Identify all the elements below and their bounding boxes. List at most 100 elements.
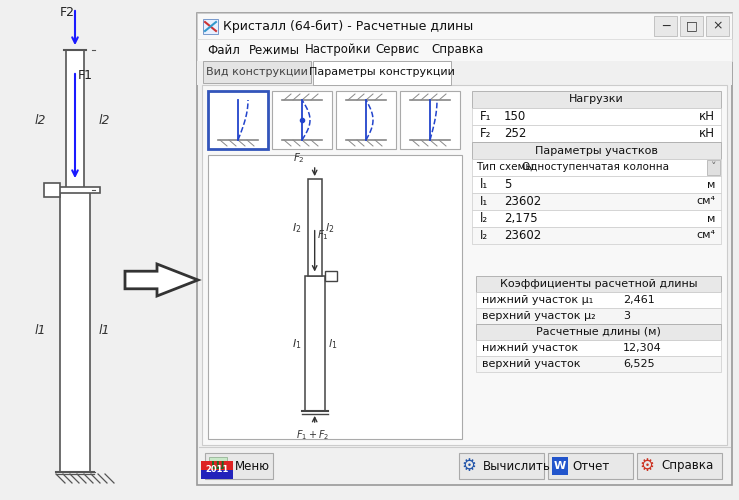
Bar — [472, 159, 721, 176]
Text: I₁: I₁ — [480, 195, 488, 208]
Text: ×: × — [712, 20, 723, 32]
Bar — [50, 187, 100, 193]
Bar — [208, 91, 268, 149]
Text: $F_2$: $F_2$ — [293, 151, 304, 165]
Text: нижний участок μ₁: нижний участок μ₁ — [482, 295, 593, 305]
Text: 6,525: 6,525 — [623, 359, 655, 369]
Bar — [208, 155, 462, 439]
Bar — [476, 340, 721, 356]
Bar — [476, 276, 721, 292]
Text: Справка: Справка — [661, 460, 713, 472]
Text: F₁: F₁ — [480, 110, 491, 123]
Bar — [654, 16, 677, 36]
Bar — [400, 91, 460, 149]
Bar — [707, 160, 720, 175]
Text: м: м — [706, 180, 715, 190]
Polygon shape — [125, 264, 198, 296]
Text: F1: F1 — [78, 69, 93, 82]
Bar — [205, 453, 273, 479]
Text: I₂: I₂ — [480, 229, 488, 242]
Text: l₁: l₁ — [480, 178, 488, 191]
Text: $F_1+F_2$: $F_1+F_2$ — [296, 428, 330, 442]
Text: Сервис: Сервис — [375, 44, 419, 57]
Text: 150: 150 — [504, 110, 526, 123]
Bar — [313, 61, 451, 85]
Bar — [197, 61, 732, 85]
Bar — [459, 453, 544, 479]
Bar — [472, 125, 721, 142]
Text: 5: 5 — [504, 178, 511, 191]
Text: Справка: Справка — [431, 44, 483, 57]
Text: ⚙: ⚙ — [639, 457, 655, 475]
Bar — [272, 91, 332, 149]
Text: $I_2$: $I_2$ — [292, 221, 302, 234]
Text: Нагрузки: Нагрузки — [569, 94, 624, 104]
Text: Кристалл (64-бит) - Расчетные длины: Кристалл (64-бит) - Расчетные длины — [223, 20, 473, 32]
Text: Параметры участков: Параметры участков — [535, 146, 658, 156]
Bar — [472, 176, 721, 193]
Text: $I_1$: $I_1$ — [292, 337, 302, 350]
Text: F2: F2 — [60, 6, 75, 19]
Text: $F_1$: $F_1$ — [317, 228, 329, 241]
Text: l₂: l₂ — [480, 212, 488, 225]
Text: нижний участок: нижний участок — [482, 343, 578, 353]
Bar — [307, 179, 321, 276]
Bar — [197, 39, 732, 61]
Text: кН: кН — [699, 110, 715, 123]
Bar — [203, 19, 218, 34]
Bar — [203, 61, 311, 83]
Text: 2,175: 2,175 — [504, 212, 538, 225]
Text: ─: ─ — [661, 20, 670, 32]
Text: Вычислить: Вычислить — [483, 460, 551, 472]
Bar — [472, 227, 721, 244]
Text: l1: l1 — [34, 324, 46, 338]
Text: верхний участок μ₂: верхний участок μ₂ — [482, 311, 596, 321]
Bar — [66, 50, 84, 190]
Text: см⁴: см⁴ — [696, 230, 715, 240]
Text: Файл: Файл — [207, 44, 240, 57]
Bar — [476, 324, 721, 340]
Text: Расчетные длины (м): Расчетные длины (м) — [536, 327, 661, 337]
Text: l2: l2 — [34, 114, 46, 126]
Text: ⚙: ⚙ — [462, 457, 477, 475]
Text: Настройки: Настройки — [305, 44, 372, 57]
Bar — [472, 108, 721, 125]
Text: ˅: ˅ — [711, 162, 717, 172]
Text: Ш: Ш — [211, 461, 225, 471]
Bar — [552, 457, 568, 475]
Text: Режимы: Режимы — [249, 44, 300, 57]
Bar — [476, 292, 721, 308]
Text: см⁴: см⁴ — [696, 196, 715, 206]
Text: 3: 3 — [623, 311, 630, 321]
Text: Параметры конструкции: Параметры конструкции — [309, 67, 455, 77]
Text: 252: 252 — [504, 127, 526, 140]
Text: 23602: 23602 — [504, 229, 541, 242]
Bar — [548, 453, 633, 479]
Bar — [60, 190, 90, 472]
Bar — [209, 457, 227, 475]
Bar — [476, 308, 721, 324]
Bar — [202, 85, 727, 445]
Bar — [197, 13, 732, 39]
Text: Одноступенчатая колонна: Одноступенчатая колонна — [522, 162, 669, 172]
Text: кН: кН — [699, 127, 715, 140]
Text: 23602: 23602 — [504, 195, 541, 208]
Bar — [208, 91, 268, 149]
Bar — [197, 13, 732, 485]
Bar — [637, 453, 722, 479]
Bar — [706, 16, 729, 36]
Text: 2,461: 2,461 — [623, 295, 655, 305]
Text: l2: l2 — [98, 114, 110, 126]
Bar — [476, 356, 721, 372]
Bar — [304, 276, 324, 411]
Text: 2011: 2011 — [205, 466, 228, 474]
Bar — [336, 91, 396, 149]
Bar — [472, 91, 721, 108]
Text: верхний участок: верхний участок — [482, 359, 581, 369]
Bar — [472, 210, 721, 227]
Bar — [472, 193, 721, 210]
Bar — [44, 183, 60, 197]
Text: l1: l1 — [98, 324, 110, 338]
Text: □: □ — [686, 20, 698, 32]
Text: W: W — [554, 461, 566, 471]
